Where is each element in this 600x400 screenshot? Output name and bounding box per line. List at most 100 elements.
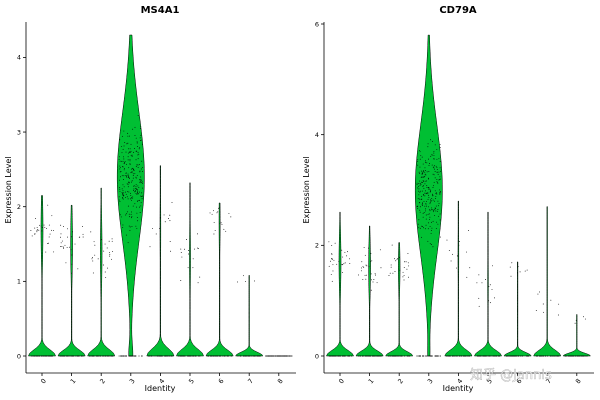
data-point <box>131 217 133 219</box>
data-point <box>432 209 434 211</box>
data-point <box>330 274 332 276</box>
data-point <box>428 187 430 189</box>
data-point <box>119 171 121 173</box>
jitter-points <box>535 291 560 357</box>
data-point <box>425 210 426 212</box>
data-point <box>428 164 430 166</box>
data-point <box>394 271 396 272</box>
data-point <box>439 219 441 221</box>
data-point <box>133 148 135 150</box>
data-point <box>337 355 339 357</box>
data-point <box>568 355 570 357</box>
data-point <box>489 355 491 357</box>
data-point <box>118 156 120 158</box>
data-point <box>395 355 397 357</box>
data-point <box>128 175 129 177</box>
data-point <box>130 143 132 145</box>
violin-shape <box>235 275 264 357</box>
data-point <box>118 355 120 357</box>
data-point <box>128 176 130 178</box>
data-point <box>132 174 134 176</box>
data-point <box>469 355 471 357</box>
data-point <box>159 228 161 230</box>
data-point <box>123 355 125 357</box>
data-point <box>539 291 541 293</box>
data-point <box>120 355 122 357</box>
data-point <box>341 264 343 266</box>
data-point <box>418 355 420 357</box>
data-point <box>101 239 102 241</box>
data-point <box>141 181 143 183</box>
data-point <box>133 151 134 153</box>
data-point <box>60 245 62 247</box>
data-point <box>343 263 345 265</box>
data-point <box>284 355 286 357</box>
x-tick-label: 7 <box>246 377 255 385</box>
data-point <box>333 355 335 357</box>
data-point <box>425 193 427 195</box>
data-point <box>138 153 140 155</box>
data-point <box>380 267 382 269</box>
data-point <box>122 193 124 195</box>
data-point <box>62 355 64 357</box>
data-point <box>329 260 331 262</box>
data-point <box>217 211 219 213</box>
data-point <box>436 148 438 150</box>
data-point <box>428 196 430 198</box>
jitter-points <box>88 231 114 357</box>
data-point <box>439 213 441 215</box>
data-point <box>118 158 120 160</box>
data-point <box>439 193 441 195</box>
data-point <box>432 246 434 248</box>
data-point <box>36 226 38 228</box>
data-point <box>478 305 480 307</box>
x-axis-label: Identity <box>443 384 474 393</box>
data-point <box>363 355 365 357</box>
data-point <box>426 185 428 187</box>
data-point <box>334 242 336 244</box>
data-point <box>430 199 432 201</box>
violin-shape <box>385 242 414 357</box>
data-point <box>220 222 222 224</box>
data-point <box>167 355 169 357</box>
data-point <box>61 355 63 357</box>
data-point <box>429 202 431 204</box>
data-point <box>168 355 170 357</box>
data-point <box>431 154 433 156</box>
data-point <box>434 190 436 192</box>
data-point <box>437 200 439 202</box>
data-point <box>148 355 150 357</box>
x-tick-label: 3 <box>128 377 137 385</box>
data-point <box>137 167 139 169</box>
data-point <box>364 274 366 276</box>
data-point <box>186 239 187 240</box>
data-point <box>123 179 124 180</box>
data-point <box>138 199 140 201</box>
data-point <box>437 223 439 225</box>
data-point <box>197 282 199 284</box>
data-point <box>427 198 429 200</box>
data-point <box>459 240 460 242</box>
data-point <box>347 355 349 357</box>
data-point <box>388 275 390 276</box>
data-point <box>332 258 333 260</box>
data-point <box>122 148 124 150</box>
data-point <box>418 185 419 187</box>
data-point <box>127 242 129 244</box>
x-tick-label: 3 <box>426 377 435 385</box>
data-point <box>335 355 337 357</box>
data-point <box>139 171 141 173</box>
data-point <box>132 128 134 130</box>
data-point <box>418 183 420 184</box>
data-point <box>421 198 423 200</box>
data-point <box>253 280 255 282</box>
data-point <box>129 216 131 218</box>
data-point <box>420 155 422 157</box>
data-point <box>129 163 131 165</box>
data-point <box>122 198 124 200</box>
data-point <box>138 187 140 188</box>
data-point <box>556 355 558 357</box>
data-point <box>170 250 172 252</box>
data-point <box>130 154 132 156</box>
